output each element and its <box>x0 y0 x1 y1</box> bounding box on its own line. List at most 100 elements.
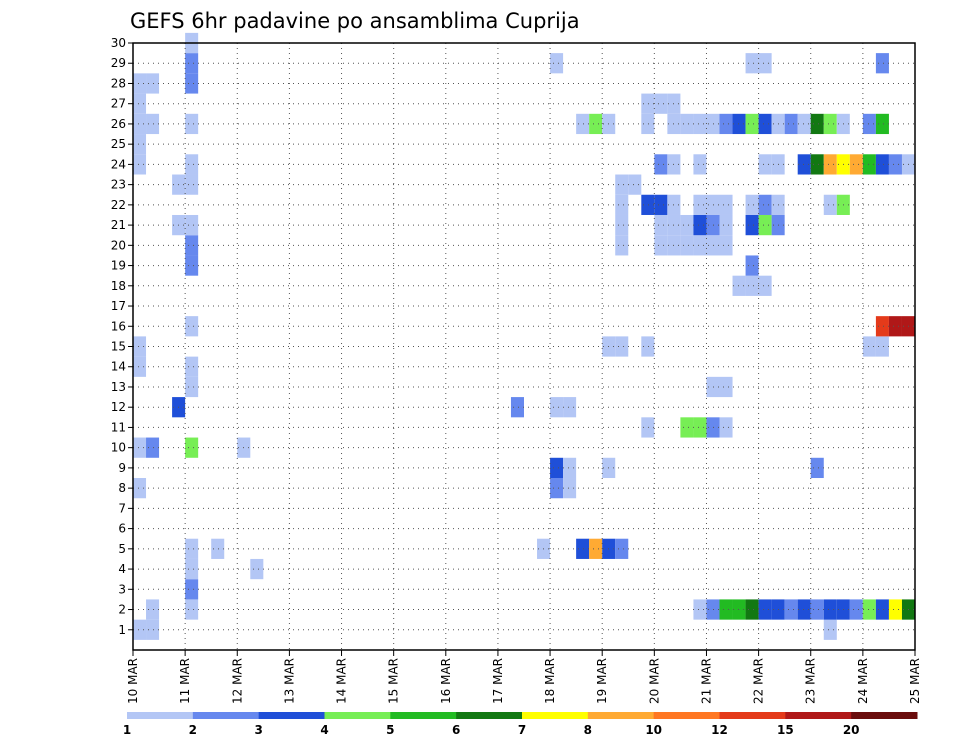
precip-cell <box>745 113 759 135</box>
x-tick-label: 14 MAR <box>335 658 349 704</box>
precip-cell <box>133 478 147 499</box>
x-tick-label: 11 MAR <box>178 658 192 704</box>
precip-cell <box>185 579 199 600</box>
precip-cell <box>654 214 668 236</box>
precip-cell <box>706 194 720 215</box>
precip-cell <box>615 214 629 236</box>
precip-cell <box>732 275 746 296</box>
precip-cell <box>133 356 147 377</box>
precip-cell <box>185 73 199 94</box>
precip-cell <box>550 53 564 74</box>
x-tick-label: 15 MAR <box>387 658 401 704</box>
precip-cell <box>732 599 746 620</box>
precip-cell <box>250 558 264 580</box>
y-tick-label: 27 <box>111 97 126 111</box>
colorbar-swatch <box>127 712 194 719</box>
precip-cell <box>133 437 147 458</box>
precip-cell <box>693 154 707 175</box>
y-tick-label: 12 <box>111 400 126 414</box>
y-tick-label: 25 <box>111 137 126 151</box>
precip-cell <box>550 478 564 499</box>
precip-cell <box>862 113 876 135</box>
precip-cell <box>888 599 902 620</box>
x-tick-label: 19 MAR <box>595 658 609 704</box>
precip-cell <box>758 194 772 215</box>
precip-cell <box>185 174 199 195</box>
y-tick-label: 8 <box>118 481 126 495</box>
precip-cell <box>185 154 199 175</box>
precip-cell <box>133 93 147 114</box>
precip-cell <box>615 235 629 256</box>
precip-cell <box>654 154 668 175</box>
y-tick-label: 28 <box>111 76 126 90</box>
precip-cell <box>654 93 668 114</box>
precip-cell <box>875 599 889 620</box>
precip-cell <box>719 599 733 620</box>
precip-cell <box>146 619 160 640</box>
precip-cell <box>185 316 199 337</box>
y-tick-label: 16 <box>111 319 126 333</box>
precip-cell <box>823 599 837 620</box>
precip-cell <box>745 214 759 236</box>
precip-cell <box>706 599 720 620</box>
y-tick-label: 7 <box>118 501 126 515</box>
colorbar-label: 6 <box>452 723 460 737</box>
x-tick-label: 22 MAR <box>752 658 766 704</box>
precip-cell <box>719 214 733 236</box>
x-tick-label: 18 MAR <box>543 658 557 704</box>
y-tick-label: 21 <box>111 218 126 232</box>
precip-cell <box>641 336 655 357</box>
colorbar-label: 1 <box>123 723 131 737</box>
precip-cell <box>185 356 199 377</box>
x-tick-label: 23 MAR <box>804 658 818 704</box>
y-tick-label: 23 <box>111 178 126 192</box>
precip-cell <box>641 417 655 438</box>
colorbar-label: 4 <box>320 723 328 737</box>
precip-cell <box>615 336 629 357</box>
precip-cell <box>185 255 199 276</box>
precip-cell <box>133 336 147 357</box>
precip-cell <box>641 93 655 114</box>
precip-cell <box>706 113 720 135</box>
y-tick-label: 3 <box>118 582 126 596</box>
colorbar-swatch <box>719 712 786 719</box>
chart-title: GEFS 6hr padavine po ansamblima Cuprija <box>130 9 580 33</box>
precip-cell <box>875 336 889 357</box>
precip-cell <box>706 376 720 398</box>
precip-cell <box>732 113 746 135</box>
precip-cell <box>875 53 889 74</box>
y-tick-label: 11 <box>111 420 126 434</box>
precip-cell <box>745 255 759 276</box>
precip-cell <box>589 538 603 559</box>
precip-cell <box>706 235 720 256</box>
colorbar-swatch <box>192 712 260 719</box>
precip-cell <box>185 538 199 559</box>
y-tick-label: 19 <box>111 259 126 273</box>
x-tick-label: 25 MAR <box>908 658 922 704</box>
precip-cell <box>185 53 199 74</box>
precip-cell <box>758 275 772 296</box>
precip-cell <box>654 194 668 215</box>
precip-cell <box>693 235 707 256</box>
precip-cell <box>563 397 577 418</box>
precip-cell <box>797 113 811 135</box>
precip-cell <box>680 214 694 236</box>
precip-cell <box>823 113 837 135</box>
y-tick-label: 6 <box>118 522 126 536</box>
precip-cell <box>693 417 707 438</box>
precip-cell <box>823 194 837 215</box>
precip-cell <box>849 154 863 175</box>
precip-cell <box>211 538 225 559</box>
precip-cell <box>758 599 772 620</box>
x-tick-label: 24 MAR <box>856 658 870 704</box>
precip-cell <box>146 437 160 458</box>
precip-cell <box>875 113 889 135</box>
precip-cell <box>823 619 837 640</box>
dotted-grid <box>133 42 915 650</box>
precip-cell <box>862 336 876 357</box>
precip-cell <box>862 599 876 620</box>
precip-cell <box>706 214 720 236</box>
precip-cell <box>719 235 733 256</box>
x-tick-label: 20 MAR <box>647 658 661 704</box>
